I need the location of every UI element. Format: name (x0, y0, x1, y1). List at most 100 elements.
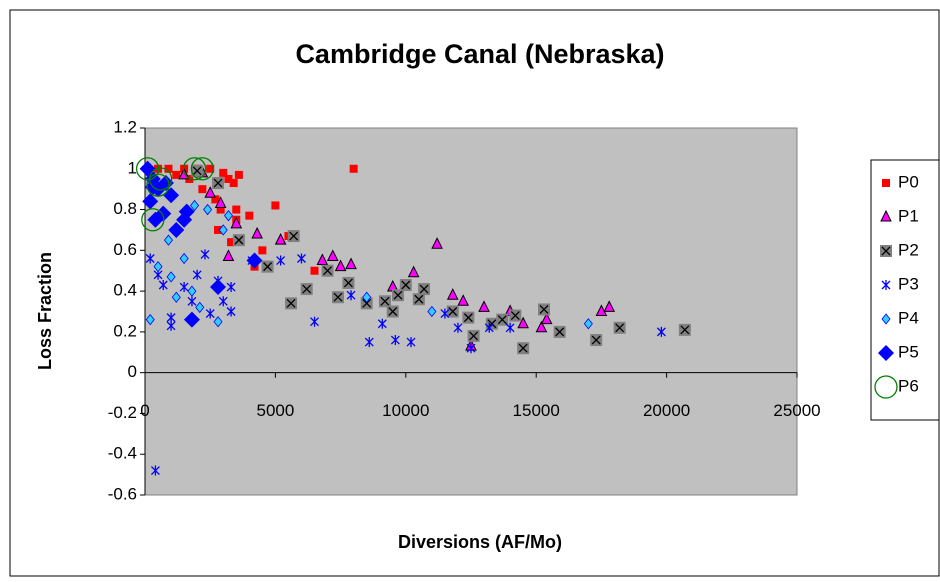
point-part (316, 253, 329, 266)
point (540, 312, 553, 325)
point-part (178, 203, 195, 220)
legend-marker-part (874, 375, 898, 399)
point (310, 316, 319, 327)
point-part (310, 266, 319, 275)
point-part (263, 262, 273, 272)
point (226, 282, 236, 293)
chart-title: Cambridge Canal (Nebraska) (295, 39, 664, 69)
point-part (457, 294, 469, 306)
point-part (518, 343, 528, 353)
point (553, 325, 566, 338)
point (190, 199, 200, 212)
point (391, 289, 404, 302)
point (187, 285, 197, 297)
point (505, 322, 515, 333)
point-part (213, 178, 223, 188)
x-tick-label: 5000 (256, 401, 294, 420)
point (678, 323, 691, 336)
y-tick-label: 0 (128, 362, 137, 381)
point (230, 216, 243, 229)
point-part (505, 322, 515, 333)
point-part (230, 216, 243, 229)
point-part (229, 179, 238, 188)
point (595, 304, 608, 316)
point-part (251, 226, 263, 239)
point-part (453, 322, 463, 333)
point-part (326, 249, 339, 261)
point-part (190, 157, 215, 181)
point (360, 297, 373, 310)
point (345, 257, 357, 270)
point (377, 318, 387, 329)
point-part (179, 252, 189, 265)
y-axis-label: Loss Fraction (35, 252, 55, 370)
point (412, 293, 425, 306)
point (218, 296, 228, 307)
x-tick-label: 10000 (382, 401, 429, 420)
y-tick-label: 0.6 (113, 240, 137, 259)
point-part (615, 323, 625, 333)
point-part (448, 307, 458, 316)
legend-label: P4 (898, 308, 919, 327)
point (164, 164, 173, 173)
point-part (246, 252, 263, 269)
point (399, 278, 412, 291)
point (509, 309, 522, 322)
point-part (234, 235, 244, 245)
point-part (166, 271, 176, 283)
point (172, 170, 181, 179)
legend-label: P2 (898, 240, 919, 259)
point-part (206, 164, 215, 173)
point-part (227, 238, 236, 247)
legend-marker (880, 245, 892, 257)
point (467, 329, 480, 342)
point-part (333, 292, 343, 302)
point (457, 294, 469, 306)
point-part (145, 314, 155, 326)
point (195, 301, 205, 314)
legend-label: P0 (898, 172, 919, 191)
point (427, 305, 437, 318)
point-part (198, 185, 207, 194)
y-tick-label: 0.2 (113, 321, 137, 340)
point (462, 311, 475, 324)
point-part (555, 327, 565, 337)
point (316, 253, 329, 266)
point-part (182, 157, 207, 181)
point (210, 279, 227, 296)
point (390, 335, 400, 346)
point (214, 196, 227, 208)
point (261, 260, 274, 273)
point-part (223, 210, 233, 222)
point (517, 316, 529, 329)
point (246, 252, 263, 269)
y-tick-label: 1.2 (113, 117, 137, 136)
point (331, 291, 344, 304)
point-part (346, 290, 356, 301)
point-part (218, 296, 228, 307)
point-part (187, 296, 197, 307)
point (179, 282, 189, 293)
point-part (166, 312, 176, 323)
point-part (219, 168, 228, 177)
point-part (232, 205, 241, 214)
point-part (431, 237, 443, 249)
point (182, 157, 207, 181)
point-part (591, 335, 601, 345)
legend-label: P1 (898, 206, 919, 225)
y-tick-label: -0.4 (108, 444, 137, 463)
point (168, 221, 185, 238)
legend-label: P3 (898, 274, 919, 293)
point-part (171, 291, 181, 303)
point-part (213, 316, 223, 328)
point-part (164, 164, 173, 173)
point-part (595, 304, 608, 316)
point-part (226, 306, 236, 317)
point (226, 306, 236, 317)
point (147, 211, 164, 228)
point-part (680, 325, 690, 335)
point-part (603, 300, 616, 312)
point (466, 343, 476, 354)
legend-marker (881, 313, 891, 325)
